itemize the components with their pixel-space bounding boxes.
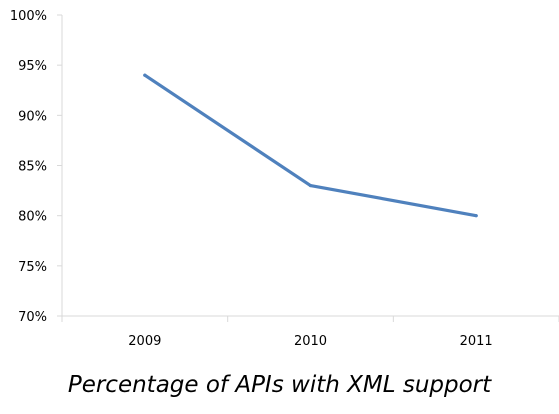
y-tick-label: 80% <box>18 210 47 225</box>
y-tick-label: 90% <box>18 109 47 124</box>
data-point <box>308 183 313 188</box>
data-point <box>474 214 478 218</box>
y-tick-label: 75% <box>18 260 47 275</box>
y-tick-label: 85% <box>18 160 47 175</box>
x-tick-label: 2010 <box>294 334 327 349</box>
x-tick-label: 2011 <box>460 334 493 349</box>
chart-title: Percentage of APIs with XML support <box>67 372 492 398</box>
y-tick-label: 100% <box>10 9 47 24</box>
y-tick-label: 95% <box>18 59 47 74</box>
x-tick-label: 2009 <box>128 334 161 349</box>
data-point <box>143 73 147 77</box>
series-line <box>143 73 478 218</box>
y-tick-label: 70% <box>18 310 47 325</box>
